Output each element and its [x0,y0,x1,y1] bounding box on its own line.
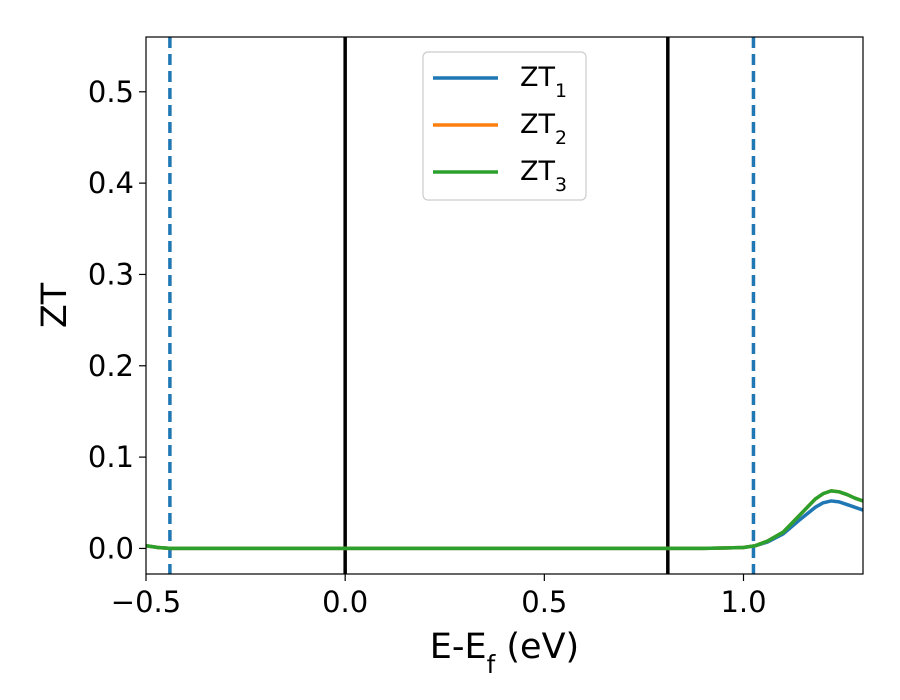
x-tick-label: 0.5 [521,585,567,619]
plot-frame [145,36,864,575]
legend-label-zt2: ZT2 [520,109,567,149]
legend: ZT1 ZT2 ZT3 [422,51,587,201]
x-tick-label: −0.5 [111,585,181,619]
vertical-lines [168,37,756,574]
y-tick-label: 0.5 [88,75,134,109]
y-axis-ticks: 0.0 0.1 0.2 0.3 0.4 0.5 [88,75,146,565]
x-axis-ticks: −0.5 0.0 0.5 1.0 [111,574,767,619]
legend-label-zt1: ZT1 [520,62,567,102]
legend-label-zt3: ZT3 [520,156,567,196]
y-tick-label: 0.3 [88,257,134,291]
x-tick-label: 1.0 [720,585,766,619]
series-lines [146,489,863,551]
y-axis-label: ZT [35,282,75,328]
y-tick-label: 0.0 [88,531,134,565]
series-line-zt1 [146,499,863,551]
y-tick-label: 0.2 [88,349,134,383]
series-line-zt3 [146,489,863,551]
y-tick-label: 0.4 [88,166,134,200]
x-axis-label: E-Ef (eV) [430,627,579,679]
legend-box [422,51,587,201]
series-line-zt2 [146,489,863,551]
x-tick-label: 0.0 [322,585,368,619]
y-tick-label: 0.1 [88,440,134,474]
